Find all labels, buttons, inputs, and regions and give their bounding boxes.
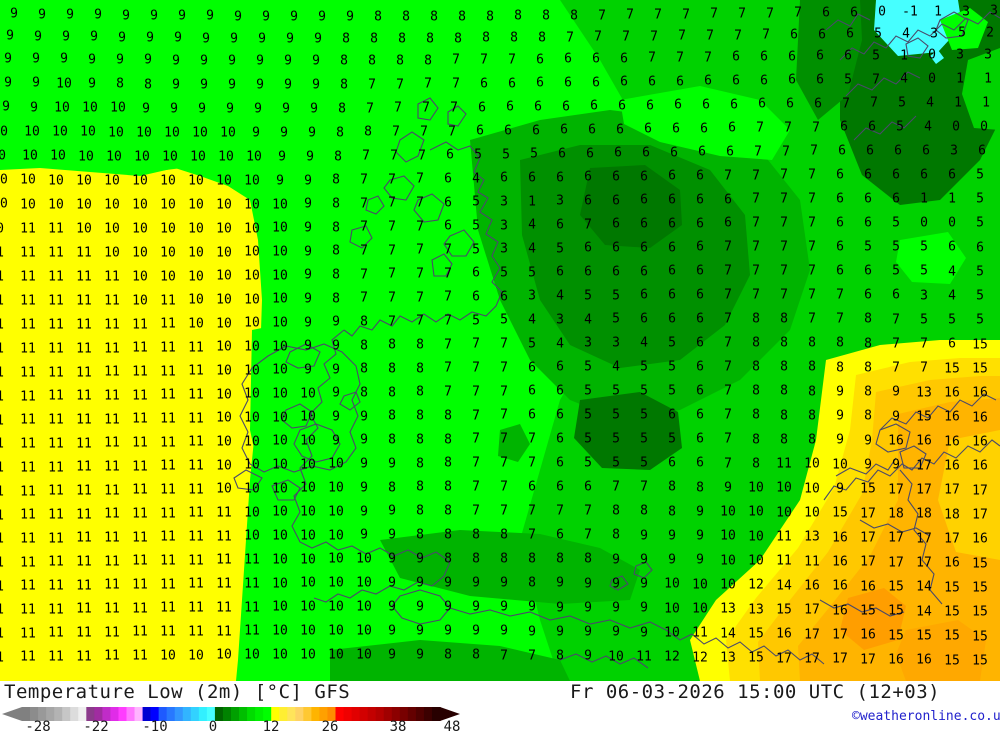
colorbar-swatch — [142, 707, 152, 721]
field-notch-green — [0, 140, 182, 172]
field-0-2C-pool-a — [580, 165, 682, 248]
colorbar-swatch — [38, 707, 47, 721]
colorbar-swatch — [375, 707, 385, 721]
colorbar-swatch — [367, 707, 377, 721]
colorbar-swatch — [239, 707, 248, 721]
colorbar-swatch — [311, 707, 321, 721]
colorbar-swatch — [343, 707, 353, 721]
colorbar-swatch — [263, 707, 272, 721]
colorbar-swatch — [351, 707, 361, 721]
colorbar-tick-labels: -28 -22 -10 0 12 26 38 48 — [0, 720, 480, 734]
colorbar-swatch — [134, 707, 144, 721]
field-ne-mid — [796, 0, 862, 120]
colorbar-swatch — [86, 707, 95, 721]
colorbar-swatch — [327, 707, 337, 721]
colorbar-swatch — [287, 707, 296, 721]
field-18-20C-blob — [840, 588, 906, 650]
colorbar-swatch — [359, 707, 369, 721]
weather-map[interactable]: 9 9 9 9 9 9 9 9 9 9 9 9 9 8 8 8 8 8 8 8 8 7 7 7 7 7 7 7 7 6 6 0 -1 1 3 3 9 9 9… — [0, 0, 1000, 681]
colorbar-swatch — [166, 707, 176, 721]
colorbar-swatch — [231, 707, 240, 721]
colorbar-swatch — [118, 707, 128, 721]
colorbar-swatch — [407, 707, 417, 721]
footer: Temperature Low (2m) [°C] GFS Fr 06-03-2… — [0, 681, 1000, 734]
colorbar-swatch — [70, 707, 79, 721]
colorbar-tick: 38 — [389, 719, 407, 735]
colorbar-swatch — [319, 707, 329, 721]
colorbar-swatch — [399, 707, 409, 721]
colorbar-swatch — [46, 707, 55, 721]
coastlines — [233, 11, 1000, 669]
field-ne-green-right — [962, 48, 1000, 130]
colorbar-swatch — [423, 707, 433, 721]
colorbar-right-arrow — [440, 707, 460, 721]
colorbar-swatch — [415, 707, 425, 721]
colorbar-swatch — [126, 707, 136, 721]
colorbar-swatch — [158, 707, 168, 721]
field-2-4C-north — [520, 145, 750, 368]
field-ne-cyan — [874, 0, 962, 56]
field-0-2C-pool-b — [574, 392, 682, 470]
map-title: Temperature Low (2m) [°C] GFS — [4, 681, 351, 703]
colorbar-swatch — [78, 707, 87, 721]
colorbar-tick: -10 — [142, 719, 168, 735]
colorbar-swatch — [198, 707, 208, 721]
field-ne-cyan-small — [930, 50, 944, 64]
field-ireland-bright — [250, 320, 370, 500]
colorbar-swatch — [54, 707, 63, 721]
colorbar-swatch — [190, 707, 200, 721]
colorbar-swatch — [62, 707, 71, 721]
field-channel-green — [380, 530, 640, 604]
colorbar-tick: 12 — [262, 719, 280, 735]
colorbar-left-arrow — [2, 707, 22, 721]
field-ne-bright — [896, 232, 966, 284]
colorbar-swatch — [214, 707, 224, 721]
colorbar-swatch — [383, 707, 393, 721]
colorbar-tick: 26 — [321, 719, 339, 735]
colorbar-swatch — [247, 707, 256, 721]
colorbar-swatch — [206, 707, 216, 721]
field-10-12C-atlantic — [0, 168, 262, 681]
field-notch-green-2 — [262, 166, 300, 238]
colorbar-tick: 0 — [208, 719, 218, 735]
field-ne-dark — [840, 0, 1000, 205]
colorbar-gradient — [2, 707, 460, 721]
field-orange-blob-right — [896, 620, 986, 681]
colorbar-swatch — [30, 707, 39, 721]
field-channel-green-2 — [330, 640, 570, 681]
colorbar-tick: 48 — [443, 719, 461, 735]
valid-time: Fr 06-03-2026 15:00 UTC (12+03) — [570, 681, 941, 703]
colorbar-tick: -22 — [83, 719, 109, 735]
colorbar-tick: -28 — [25, 719, 51, 735]
colorbar-swatch — [222, 707, 232, 721]
colorbar-swatch — [255, 707, 264, 721]
colorbar-swatch — [335, 707, 345, 721]
colorbar-swatch — [22, 707, 31, 721]
copyright-credit: ©weatheronline.co.uk — [852, 709, 1000, 724]
colorbar-swatch — [271, 707, 280, 721]
colorbar-swatch — [295, 707, 304, 721]
colorbar-swatch — [391, 707, 401, 721]
colorbar-swatch — [94, 707, 103, 721]
field-midsea-green — [620, 86, 790, 160]
colorbar-swatch — [279, 707, 288, 721]
map-fields-and-coastlines — [0, 0, 1000, 681]
colorbar-swatch — [102, 707, 112, 721]
field-ireland-pool — [498, 424, 530, 462]
field-ne-green-isle — [940, 8, 988, 50]
colorbar-swatch — [431, 707, 441, 721]
colorbar-swatch — [150, 707, 160, 721]
colorbar-swatch — [174, 707, 184, 721]
field-right-yellow — [938, 430, 1000, 560]
colorbar-swatch — [303, 707, 312, 721]
colorbar-swatch — [182, 707, 192, 721]
colorbar-swatch — [110, 707, 120, 721]
colorbar[interactable] — [0, 706, 470, 722]
